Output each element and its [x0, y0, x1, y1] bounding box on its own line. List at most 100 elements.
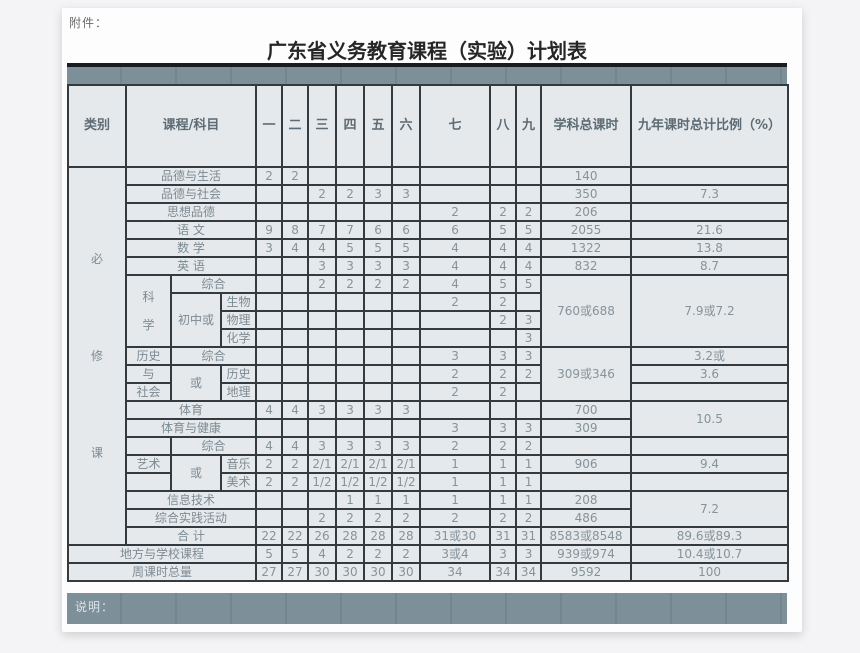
column-header-grade-7: 七	[419, 84, 492, 168]
grade-cell-1	[255, 346, 284, 366]
grade-cell-8: 4	[489, 256, 518, 276]
grade-cell-7	[419, 184, 492, 204]
grade-cell-7: 2	[419, 364, 492, 384]
grade-cell-1: 3	[255, 238, 284, 258]
table-row: 周课时总量 27 27 30 30 30 30 34 34 34 9592 100	[66, 562, 790, 582]
grade-cell-3	[307, 328, 338, 348]
total-cell: 939或974	[540, 544, 633, 564]
grade-cell-6: 1/2	[391, 472, 422, 492]
grade-cell-7	[419, 166, 492, 186]
grade-cell-8: 2	[489, 364, 518, 384]
grade-cell-3: 26	[307, 526, 338, 546]
total-cell: 350	[540, 184, 633, 204]
grade-cell-1	[255, 292, 284, 312]
percent-cell: 21.6	[630, 220, 790, 240]
grade-cell-7: 1	[419, 472, 492, 492]
grade-cell-5: 2	[363, 544, 394, 564]
table-row: 品德与社会 2 2 3 3 350 7.3	[68, 184, 790, 204]
grade-cell-7: 1	[419, 454, 492, 474]
total-cell: 206	[540, 202, 633, 222]
row-label: 历史	[219, 364, 258, 384]
grade-cell-9	[515, 382, 543, 402]
grade-cell-8: 3	[489, 346, 518, 366]
grade-cell-2: 22	[281, 526, 310, 546]
empty-cell	[125, 472, 172, 492]
grade-cell-3	[307, 310, 338, 330]
row-label: 体育	[124, 400, 258, 420]
grade-cell-5: 1/2	[363, 472, 394, 492]
grade-cell-5	[363, 202, 394, 222]
grade-cell-4	[335, 382, 366, 402]
attachment-label: 附件：	[69, 16, 109, 30]
grade-cell-3: 1/2	[307, 472, 338, 492]
page-title: 广东省义务教育课程（实验）计划表	[267, 39, 587, 63]
percent-cell: 3.2或	[630, 346, 790, 366]
grade-cell-9: 1	[515, 490, 543, 510]
grade-cell-5	[363, 292, 394, 312]
grade-cell-1: 2	[255, 166, 284, 186]
grade-cell-1	[255, 328, 284, 348]
grade-cell-6: 30	[391, 562, 422, 582]
grade-cell-1	[255, 256, 284, 276]
group-label: 社会	[125, 382, 172, 402]
grade-cell-3: 3	[307, 256, 338, 276]
grade-cell-8: 2	[489, 202, 518, 222]
column-header-grade-1: 一	[255, 84, 284, 168]
grade-cell-1	[255, 274, 284, 294]
grade-cell-7: 34	[419, 562, 492, 582]
grade-cell-8: 2	[489, 436, 518, 456]
total-cell: 309或346	[540, 346, 633, 402]
grade-cell-9: 2	[515, 508, 543, 528]
grade-cell-9: 2	[515, 436, 543, 456]
document-page: 附件： 广东省义务教育课程（实验）计划表 类别 课程/科目 一 二 三 四 五 …	[62, 8, 802, 632]
column-header-grade-4: 四	[335, 84, 366, 168]
group-label: 科学	[125, 274, 172, 348]
table-row: 合 计 22 22 26 28 28 28 31或30 31 31 8583或8548 89.6或89…	[68, 526, 790, 546]
column-header-grade-2: 二	[281, 84, 310, 168]
grade-cell-1	[255, 184, 284, 204]
grade-cell-2	[281, 256, 310, 276]
total-cell: 8583或8548	[540, 526, 633, 546]
grade-cell-8: 2	[489, 382, 518, 402]
grade-cell-9: 4	[515, 256, 543, 276]
note-band: 说明：	[67, 593, 787, 624]
row-label: 生物	[219, 292, 258, 312]
grade-cell-9	[515, 166, 543, 186]
percent-cell	[630, 202, 790, 222]
grade-cell-5	[363, 382, 394, 402]
grade-cell-5	[363, 346, 394, 366]
grade-cell-5: 30	[363, 562, 394, 582]
row-label: 综合实践活动	[124, 508, 258, 528]
table-row: 体育 4 4 3 3 3 3 700 10.5	[68, 400, 790, 438]
grade-cell-6: 2/1	[391, 454, 422, 474]
percent-cell	[630, 166, 790, 186]
total-cell: 9592	[540, 562, 633, 582]
grade-cell-4: 2	[335, 274, 366, 294]
grade-cell-6: 2	[391, 544, 422, 564]
table-row: 综合实践活动 2 2 2 2 2 2 2 486	[68, 508, 788, 528]
grade-cell-2	[281, 382, 310, 402]
grade-cell-9: 3	[515, 310, 543, 330]
grade-cell-2: 27	[281, 562, 310, 582]
grade-cell-2	[281, 202, 310, 222]
grade-cell-9: 1	[515, 472, 543, 492]
grade-cell-2: 2	[281, 454, 310, 474]
grade-cell-4	[335, 166, 366, 186]
grade-cell-2	[281, 346, 310, 366]
percent-cell: 10.5	[630, 400, 790, 438]
grade-cell-1: 2	[255, 454, 284, 474]
row-label: 周课时总量	[66, 562, 258, 582]
empty-cell	[125, 436, 172, 456]
grade-cell-1	[255, 364, 284, 384]
grade-cell-4	[335, 310, 366, 330]
grade-cell-1	[255, 418, 284, 438]
grade-cell-8: 1	[489, 490, 518, 510]
grade-cell-4: 3	[335, 436, 366, 456]
grade-cell-2	[281, 508, 310, 528]
header-row: 类别 课程/科目 一 二 三 四 五 六 七 八 九 学科总课时 九年课时总计比…	[67, 84, 790, 168]
row-label: 综合	[169, 436, 258, 456]
row-label: 品德与生活	[124, 166, 258, 186]
grade-cell-5: 2	[363, 508, 394, 528]
grade-cell-6: 2	[391, 274, 422, 294]
percent-cell: 7.2	[630, 490, 790, 528]
